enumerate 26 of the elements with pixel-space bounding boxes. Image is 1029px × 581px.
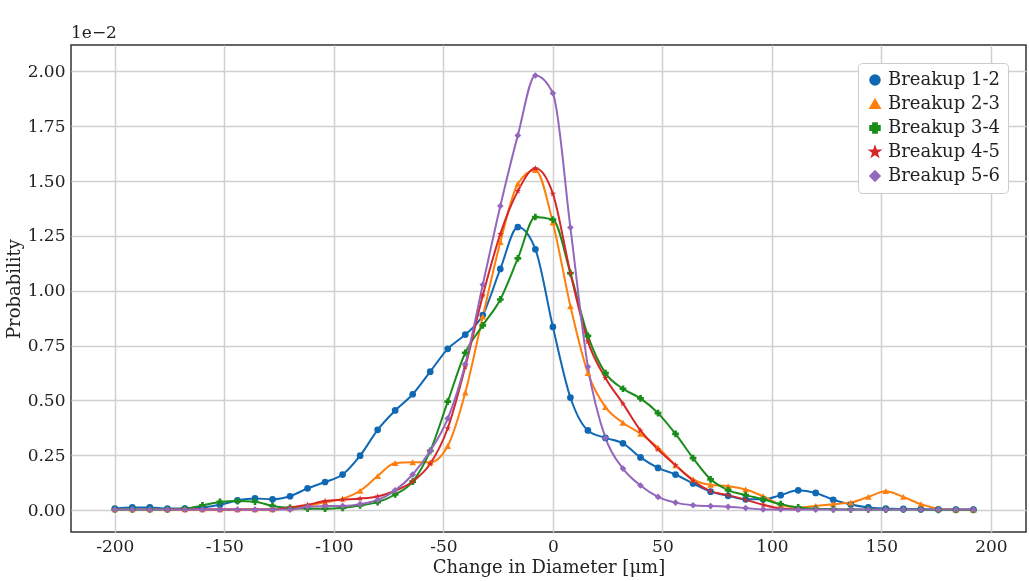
y-tick-label: 2.00 <box>27 60 66 81</box>
y-tick-label: 0.50 <box>27 389 66 410</box>
legend-label: Breakup 5-6 <box>888 164 1000 185</box>
x-tick-label: 50 <box>652 535 674 556</box>
y-tick-label: 1.50 <box>27 170 66 191</box>
y-tick-label: 0.00 <box>27 499 66 520</box>
legend-label: Breakup 1-2 <box>888 68 1000 89</box>
x-tick-label: -200 <box>96 535 135 556</box>
legend-label: Breakup 3-4 <box>888 116 1000 137</box>
x-tick-label: -50 <box>430 535 458 556</box>
y-tick-label: 0.25 <box>27 444 66 465</box>
y-tick-label: 1.00 <box>27 280 66 301</box>
legend-label: Breakup 4-5 <box>888 140 1000 161</box>
y-axis-title: Probability <box>2 238 24 340</box>
x-tick-label: 200 <box>975 535 1008 556</box>
x-tick-label: 100 <box>756 535 789 556</box>
x-tick-label: 0 <box>547 535 559 556</box>
x-tick-label: -150 <box>205 535 244 556</box>
y-tick-label: 1.25 <box>27 225 66 246</box>
x-tick-label: -100 <box>315 535 354 556</box>
text: 1e−2 <box>71 22 117 42</box>
x-tick-label: 150 <box>865 535 899 556</box>
legend-label: Breakup 2-3 <box>888 92 1000 113</box>
x-axis-title: Change in Diameter [μm] <box>432 555 666 577</box>
y-tick-label: 0.75 <box>27 335 66 356</box>
y-tick-label: 1.75 <box>27 115 66 136</box>
